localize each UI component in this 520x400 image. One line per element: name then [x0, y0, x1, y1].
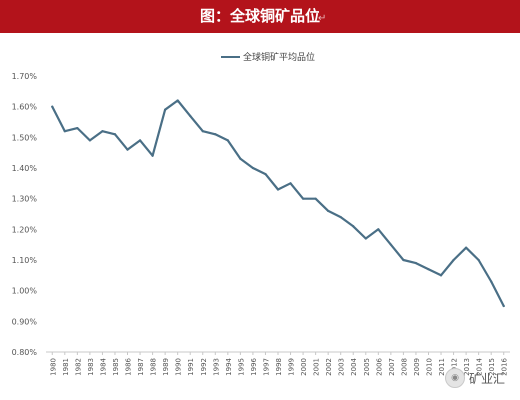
x-tick-label: 1995	[237, 358, 245, 376]
x-tick-label: 2002	[325, 358, 333, 376]
y-tick-label: 1.30%	[12, 195, 38, 204]
x-tick-label: 1999	[288, 358, 296, 376]
y-tick-label: 1.20%	[12, 225, 38, 234]
watermark-text: 矿业汇	[469, 371, 506, 386]
x-tick-label: 2012	[451, 358, 459, 376]
data-point	[138, 139, 142, 142]
x-tick-label: 1980	[49, 358, 57, 376]
data-point	[477, 258, 480, 262]
y-tick-label: 0.80%	[12, 348, 38, 357]
data-point	[164, 108, 167, 111]
data-point	[389, 243, 392, 246]
data-point	[327, 209, 330, 213]
x-tick-label: 1985	[112, 358, 120, 376]
data-point	[51, 105, 54, 108]
data-point	[113, 133, 117, 136]
data-point	[63, 130, 66, 133]
x-tick-label: 2000	[300, 358, 308, 376]
x-tick-label: 1993	[212, 358, 220, 376]
data-point	[214, 133, 217, 136]
x-tick-label: 1987	[137, 358, 145, 376]
header-banner	[0, 0, 520, 33]
x-tick-label: 1997	[262, 358, 270, 376]
data-point	[201, 130, 204, 133]
x-tick-label: 2001	[313, 358, 321, 376]
data-point	[452, 258, 455, 262]
series-line	[51, 99, 505, 308]
x-tick-label: 2009	[413, 358, 421, 376]
y-tick-label: 1.70%	[12, 72, 38, 81]
data-point	[176, 99, 179, 102]
data-point	[402, 258, 405, 262]
x-tick-label: 2013	[463, 358, 471, 376]
x-tick-label: 1983	[87, 358, 95, 376]
data-point	[465, 246, 468, 249]
x-tick-label: 1982	[74, 358, 82, 376]
y-tick-label: 1.50%	[12, 133, 38, 142]
data-point	[364, 237, 367, 240]
data-point	[427, 268, 430, 271]
x-tick-label: 2010	[425, 358, 433, 376]
line-chart: 0.80% 0.90% 1.00% 1.10% 1.20% 1.30% 1.40% 1.50%…	[12, 51, 510, 376]
x-tick-label: 2004	[350, 357, 358, 375]
data-point	[76, 127, 79, 130]
data-point	[490, 280, 493, 283]
x-tick-label: 2008	[400, 358, 408, 376]
y-tick-label: 1.00%	[12, 287, 38, 296]
x-tick-label: 2005	[363, 358, 371, 376]
data-point	[339, 215, 342, 219]
chart-title: 图：全球铜矿品位	[199, 7, 320, 25]
data-point	[264, 173, 267, 176]
data-point	[101, 130, 104, 133]
x-tick-label: 2007	[388, 358, 396, 376]
data-point	[88, 139, 91, 142]
data-point	[226, 139, 229, 142]
x-tick-label: 2003	[338, 358, 346, 376]
y-tick-label: 1.60%	[12, 103, 38, 112]
x-tick-label: 2015	[488, 358, 496, 376]
x-tick-label: 1988	[150, 358, 158, 376]
x-tick-label: 1981	[62, 358, 70, 376]
data-point	[126, 148, 129, 151]
x-tick-label: 1989	[162, 358, 170, 376]
x-tick-label: 2016	[501, 357, 509, 375]
legend-label: 全球铜矿平均品位	[243, 51, 315, 63]
x-tick-label: 1998	[275, 358, 283, 376]
data-point	[502, 304, 505, 308]
data-point	[301, 197, 305, 200]
y-tick-label: 1.10%	[12, 256, 38, 265]
x-tick-label: 1990	[175, 358, 183, 376]
x-tick-label: 2006	[375, 357, 383, 375]
data-point	[251, 166, 255, 170]
x-tick-label: 1996	[250, 357, 258, 375]
data-point	[352, 225, 355, 228]
data-point	[289, 182, 292, 185]
paragraph-mark-icon: ↵	[318, 13, 327, 24]
data-point	[276, 188, 280, 191]
data-point	[377, 228, 380, 231]
x-tick-label: 2014	[476, 357, 484, 375]
watermark: ◉ 矿业汇	[445, 367, 505, 389]
x-tick-label: 1994	[225, 357, 233, 375]
data-point	[314, 197, 317, 200]
x-tick-label: 1991	[187, 358, 195, 376]
data-point	[439, 274, 443, 277]
x-tick-label: 1984	[99, 357, 107, 375]
x-tick-label: 1986	[125, 357, 133, 375]
data-point	[414, 261, 418, 265]
data-point	[239, 157, 242, 160]
x-tick-label: 2011	[438, 358, 446, 376]
data-point	[189, 114, 192, 117]
data-point	[151, 154, 154, 157]
wechat-icon: ◉	[445, 368, 465, 388]
x-tick-label: 1992	[200, 358, 208, 376]
y-tick-label: 1.40%	[12, 164, 38, 173]
y-tick-label: 0.90%	[12, 317, 38, 326]
